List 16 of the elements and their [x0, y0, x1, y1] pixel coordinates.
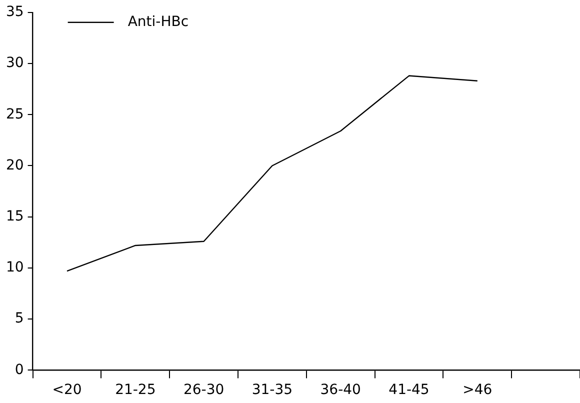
y-tick-label: 0: [14, 362, 24, 378]
y-tick-label: 25: [6, 106, 24, 122]
x-tick-label: <20: [52, 382, 82, 398]
y-tick-label: 5: [14, 310, 24, 327]
y-tick-label: 15: [6, 208, 24, 224]
y-tick-label: 10: [6, 260, 24, 276]
x-tick-label: 26-30: [183, 382, 224, 398]
y-tick-label: 30: [6, 55, 24, 72]
x-tick-label: 31-35: [252, 382, 293, 398]
x-tick-label: >46: [462, 382, 492, 398]
x-tick-label: 36-40: [320, 382, 361, 398]
y-tick-label: 35: [6, 4, 24, 20]
y-tick-label: 20: [6, 157, 24, 174]
x-tick-label: 21-25: [115, 382, 156, 398]
x-tick-label: 41-45: [388, 382, 430, 398]
legend-label: Anti-HBc: [128, 14, 189, 30]
